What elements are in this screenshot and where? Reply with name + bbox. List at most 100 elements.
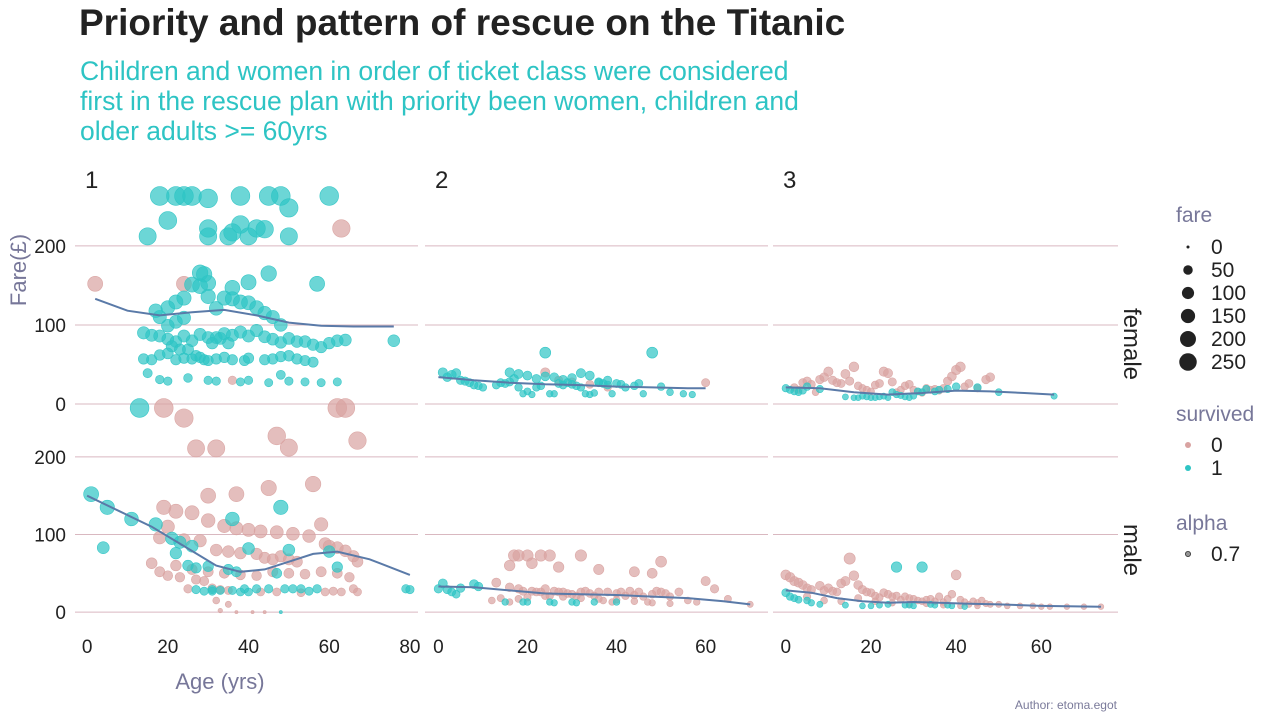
point-survived	[260, 265, 277, 282]
point-died	[227, 375, 237, 385]
facet-strip-class-2: 2	[435, 167, 448, 194]
point-died	[207, 439, 226, 458]
point-died	[320, 587, 330, 597]
point-survived	[523, 598, 532, 606]
point-survived	[279, 227, 298, 246]
point-survived	[236, 377, 245, 387]
point-survived	[177, 310, 191, 325]
point-died	[648, 599, 656, 607]
facet-strip-class-3: 3	[783, 167, 796, 194]
point-survived	[339, 333, 352, 347]
point-survived	[226, 354, 238, 366]
point-survived	[142, 368, 153, 379]
point-died	[985, 372, 995, 382]
point-survived	[332, 377, 342, 387]
x-tick-label: 40	[606, 637, 627, 658]
point-survived	[576, 368, 586, 379]
smooth-line	[785, 589, 1102, 608]
legend-fare-key	[1186, 245, 1190, 249]
point-survived	[590, 598, 598, 606]
point-died	[253, 524, 268, 539]
point-died	[344, 572, 355, 583]
point-died	[154, 398, 174, 418]
point-died	[228, 486, 245, 502]
point-died	[250, 610, 255, 615]
point-died	[305, 475, 322, 493]
point-died	[955, 361, 966, 373]
panel-class-1-male: 0 100 200 0 20 40 60 80	[34, 398, 420, 658]
point-died	[332, 219, 351, 238]
facet-strip-female: female	[1118, 308, 1145, 380]
point-survived	[209, 301, 224, 316]
x-tick-label: 0	[433, 637, 444, 658]
point-died	[199, 576, 210, 587]
point-survived	[192, 278, 208, 294]
point-survived	[200, 288, 216, 304]
point-survived	[264, 584, 274, 594]
y-tick-label: 100	[34, 316, 66, 337]
point-survived	[255, 220, 274, 239]
point-survived	[309, 275, 325, 292]
point-survived	[176, 290, 192, 306]
y-tick-label: 100	[34, 526, 66, 547]
point-died	[183, 584, 193, 594]
panels: 0 100 200 0 100 200 0 20 40 60 80 0 20 40 60 0 20 40 60	[34, 186, 1118, 658]
point-survived	[319, 186, 339, 206]
point-died	[628, 566, 640, 578]
point-survived	[190, 562, 202, 574]
point-died	[947, 590, 957, 599]
point-survived	[83, 486, 99, 502]
point-survived	[910, 602, 917, 610]
legend-fare-label: 200	[1211, 328, 1246, 351]
point-died	[553, 561, 565, 573]
point-died	[843, 552, 856, 565]
point-survived	[300, 377, 310, 387]
point-died	[655, 555, 667, 568]
point-died	[964, 379, 974, 388]
point-survived	[539, 346, 552, 359]
point-died	[217, 607, 223, 614]
point-survived	[802, 382, 812, 391]
point-died	[212, 596, 220, 605]
point-survived	[183, 373, 193, 383]
point-survived	[275, 369, 286, 380]
point-died	[848, 570, 860, 581]
point-died	[335, 398, 356, 418]
point-survived	[280, 584, 290, 594]
point-survived	[279, 198, 299, 218]
caption: Author: etoma.egot	[1014, 698, 1117, 712]
point-survived	[243, 375, 254, 385]
facet-strips: 1 2 3 female male	[85, 167, 1145, 576]
point-survived	[161, 319, 175, 333]
point-survived	[405, 585, 415, 595]
point-died	[504, 559, 516, 572]
point-survived	[504, 367, 515, 378]
point-died	[160, 519, 175, 534]
point-died	[286, 526, 300, 541]
smooth-line	[438, 376, 706, 390]
point-died	[585, 379, 595, 389]
point-survived	[278, 610, 283, 615]
point-survived	[271, 568, 283, 579]
point-died	[234, 610, 239, 615]
point-survived	[223, 223, 242, 242]
point-survived	[288, 584, 298, 594]
panel-class-3-male: 0 20 40 60	[773, 456, 1118, 658]
point-survived	[478, 383, 488, 392]
point-died	[832, 587, 842, 597]
point-died	[328, 586, 338, 596]
point-survived	[961, 603, 968, 610]
legend-fare-label: 50	[1211, 259, 1234, 282]
point-died	[883, 368, 893, 379]
point-died	[302, 529, 316, 543]
point-survived	[96, 541, 110, 554]
point-died	[315, 566, 327, 578]
legend-survived-key	[1185, 442, 1191, 448]
point-died	[543, 549, 556, 562]
point-survived	[639, 390, 647, 398]
point-survived	[501, 598, 509, 606]
point-died	[145, 557, 158, 569]
point-died	[823, 366, 834, 377]
